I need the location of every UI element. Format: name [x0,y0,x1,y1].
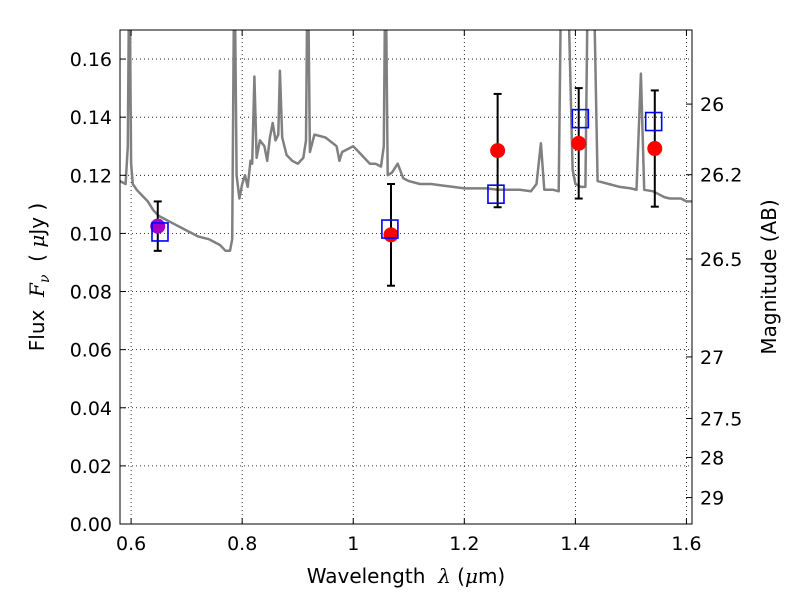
right-axis-label: Magnitude (AB) [757,199,781,354]
y-tick-label: 0.06 [70,340,112,362]
right-tick-labels: 26 26.2 26.5 27 27.5 28 29 [700,94,742,509]
x-tick-label: 1.4 [560,533,590,555]
observed-point [383,227,399,243]
y-tick-label: 0.10 [70,223,112,245]
x-tick-label: 1.2 [449,533,479,555]
model-photometry-square [381,219,399,239]
model-photometry-square [571,108,590,129]
model-photometry-square [487,184,505,204]
observed-point [490,143,506,159]
x-tick-label: 0.6 [116,533,146,555]
y-tick-label: 0.02 [70,456,112,478]
y-tick-label: 0.08 [70,282,112,304]
y-tick-label: 0.14 [70,107,112,129]
axis-ticks [120,30,692,525]
model-photometry-layer [151,108,663,242]
y-tick-label: 0.00 [70,514,112,536]
model-spectrum-line [120,30,692,253]
right-tick-label: 26.2 [700,165,742,187]
right-tick-label: 26 [700,94,724,116]
x-tick-label: 1.6 [671,533,701,555]
right-tick-label: 29 [700,488,724,510]
observed-point [571,135,587,151]
plot-frame [119,29,693,525]
right-tick-label: 27.5 [700,409,742,431]
y-tick-label: 0.04 [70,398,112,420]
y-tick-label: 0.12 [70,165,112,187]
y-tick-labels: 0.00 0.02 0.04 0.06 0.08 0.10 0.12 0.14 0.16 [70,49,112,536]
x-tick-labels: 0.6 0.8 1 1.2 1.4 1.6 [116,533,702,555]
right-tick-label: 26.5 [700,249,742,271]
y-axis-label: Flux Fν ( μJy ) [25,203,53,351]
y-tick-label: 0.16 [70,49,112,71]
right-tick-label: 27 [700,347,724,369]
model-photometry-square [644,111,663,132]
observed-point [647,141,663,157]
model-photometry-square [151,222,169,242]
x-tick-label: 1 [347,533,359,555]
x-axis-label: Wavelength λ (μm) [307,564,506,588]
x-tick-label: 0.8 [227,533,257,555]
model-spectrum-layer [120,30,692,253]
right-tick-label: 28 [700,447,724,469]
